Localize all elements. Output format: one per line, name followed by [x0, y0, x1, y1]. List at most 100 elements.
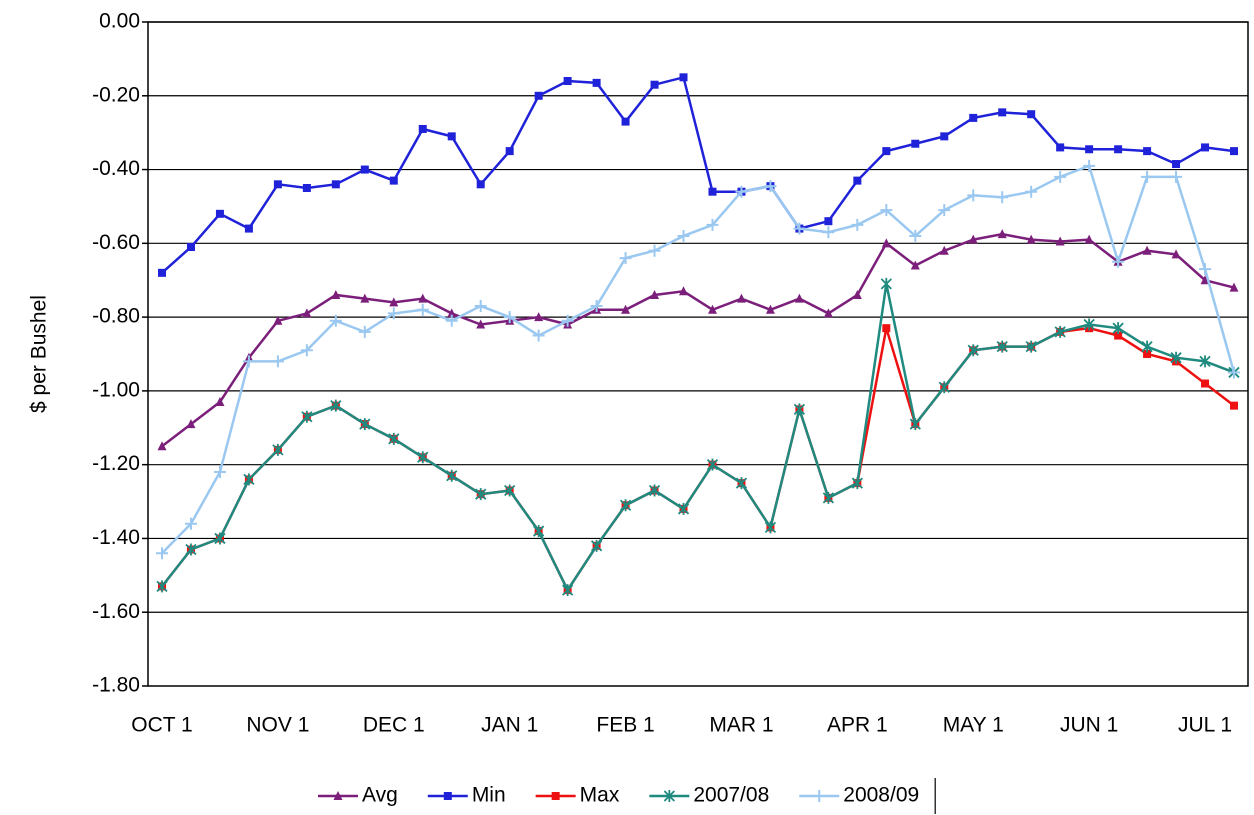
marker — [476, 180, 485, 189]
marker-shape — [677, 229, 690, 242]
marker-shape — [735, 185, 748, 198]
marker-shape — [619, 499, 632, 512]
marker-shape — [590, 539, 603, 552]
marker-shape — [679, 73, 688, 82]
x-tick-label: OCT 1 — [131, 714, 192, 737]
marker — [997, 229, 1007, 239]
marker — [998, 108, 1007, 117]
marker — [330, 399, 342, 412]
marker — [706, 218, 719, 231]
marker-shape — [1026, 234, 1036, 244]
marker — [1201, 379, 1210, 388]
marker-shape — [996, 191, 1009, 204]
marker-shape — [648, 244, 661, 257]
x-tick-label: JUN 1 — [1060, 714, 1118, 737]
marker-shape — [329, 314, 342, 327]
marker-shape — [388, 432, 400, 445]
marker — [853, 176, 862, 185]
marker — [967, 344, 979, 357]
marker-shape — [880, 204, 893, 217]
y-tick-label: -1.20 — [92, 452, 140, 475]
marker — [677, 502, 690, 515]
marker-shape — [534, 312, 544, 322]
plot-frame — [147, 21, 1249, 687]
marker-shape — [880, 277, 892, 290]
marker — [736, 293, 746, 303]
marker — [185, 543, 197, 556]
marker — [389, 176, 398, 185]
marker — [1230, 401, 1238, 410]
marker-shape — [359, 418, 371, 431]
marker — [416, 303, 429, 316]
marker — [418, 293, 428, 303]
marker-shape — [1229, 282, 1239, 292]
marker — [505, 147, 514, 156]
marker-shape — [158, 268, 166, 277]
marker — [329, 314, 342, 327]
marker-shape — [1112, 322, 1124, 335]
y-tick-label: -1.00 — [92, 378, 140, 401]
marker-shape — [881, 238, 891, 248]
marker-shape — [302, 308, 312, 318]
marker-shape — [938, 381, 950, 394]
marker — [447, 132, 456, 141]
marker-shape — [1085, 145, 1094, 154]
marker-shape — [1199, 263, 1212, 276]
marker-shape — [271, 355, 284, 368]
marker — [938, 204, 951, 217]
marker-shape — [563, 77, 572, 86]
marker-shape — [1083, 159, 1096, 172]
marker — [1114, 145, 1123, 154]
marker-shape — [273, 180, 282, 189]
marker-shape — [882, 324, 891, 333]
marker — [563, 77, 572, 86]
marker-shape — [822, 226, 835, 239]
marker-shape — [532, 329, 545, 342]
marker-shape — [387, 307, 400, 320]
marker-shape — [333, 791, 343, 800]
marker — [677, 229, 690, 242]
marker-shape — [706, 218, 719, 231]
marker — [302, 184, 311, 192]
marker — [735, 477, 748, 490]
marker-shape — [1143, 350, 1152, 358]
marker — [648, 244, 661, 257]
y-tick-label: -0.80 — [92, 305, 140, 328]
marker — [1026, 234, 1036, 244]
marker — [331, 289, 341, 299]
marker-shape — [215, 209, 224, 218]
x-tick-label: DEC 1 — [363, 714, 425, 737]
legend-label: Max — [580, 784, 620, 807]
marker — [273, 315, 283, 325]
marker-shape — [1141, 170, 1154, 183]
marker-shape — [909, 229, 922, 242]
marker-shape — [938, 204, 951, 217]
legend-label: Min — [472, 784, 506, 807]
marker-shape — [736, 293, 746, 303]
marker — [1054, 170, 1067, 183]
marker — [1228, 366, 1240, 379]
y-tick-label: 0.00 — [99, 10, 140, 33]
marker-shape — [621, 117, 630, 126]
marker-shape — [184, 517, 197, 530]
marker — [909, 229, 922, 242]
marker-shape — [416, 303, 429, 316]
marker — [244, 224, 253, 233]
marker-shape — [853, 176, 862, 185]
marker — [822, 491, 835, 504]
marker-shape — [909, 418, 921, 431]
marker — [1141, 170, 1154, 183]
marker — [1083, 318, 1095, 331]
marker-shape — [301, 410, 313, 423]
marker — [793, 403, 806, 416]
marker-shape — [1114, 331, 1123, 340]
marker — [1142, 245, 1152, 255]
series-line — [161, 283, 1235, 593]
marker — [663, 790, 675, 802]
marker — [621, 304, 631, 314]
marker-shape — [1027, 110, 1036, 119]
marker — [271, 355, 284, 368]
marker-shape — [418, 293, 428, 303]
marker-shape — [1170, 170, 1183, 183]
y-tick-label: -1.40 — [92, 526, 140, 549]
